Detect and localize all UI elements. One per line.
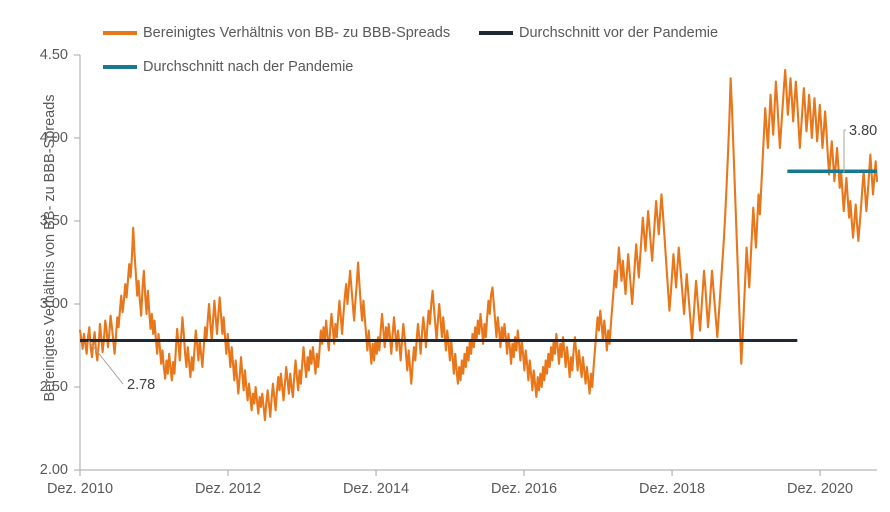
legend-label-post-pandemic-average: Durchschnitt nach der Pandemie — [143, 59, 354, 75]
data-series-adjusted-ratio — [78, 68, 879, 422]
y-tick-label: 3.00 — [39, 296, 68, 312]
x-tick-label: Dez. 2020 — [787, 481, 854, 497]
y-axis-tick-labels: 4.50 4.00 3.50 3.00 2.50 2.00 — [22, 0, 68, 512]
callout-post-pandemic-value: 3.80 — [849, 123, 878, 139]
legend-swatch-adjusted-ratio — [103, 31, 137, 36]
x-tick-label: Dez. 2016 — [490, 481, 558, 497]
x-tick-label: Dez. 2014 — [342, 481, 410, 497]
y-tick-label: 4.50 — [39, 47, 68, 63]
legend-item-adjusted-ratio: Bereinigtes Verhältnis von BB- zu BBB-Sp… — [103, 26, 450, 41]
legend-item-post-pandemic-average: Durchschnitt nach der Pandemie — [103, 60, 353, 75]
callout-leader-post-pandemic — [843, 129, 846, 173]
callout-leader-pre-pandemic — [88, 340, 124, 385]
legend-item-pre-pandemic-average: Durchschnitt vor der Pandemie — [479, 26, 718, 41]
x-tick-label: Dez. 2010 — [46, 481, 114, 497]
x-tick-label: Dez. 2012 — [194, 481, 262, 497]
y-tick-label: 2.00 — [39, 462, 68, 478]
y-tick-label: 2.50 — [39, 379, 68, 395]
y-tick-label: 4.00 — [39, 130, 68, 146]
callout-pre-pandemic-value: 2.78 — [127, 377, 156, 393]
y-tick-label: 3.50 — [39, 213, 68, 229]
legend-swatch-post-pandemic-average — [103, 65, 137, 70]
legend-label-adjusted-ratio: Bereinigtes Verhältnis von BB- zu BBB-Sp… — [143, 25, 451, 41]
chart-legend: Bereinigtes Verhältnis von BB- zu BBB-Sp… — [0, 0, 890, 80]
legend-swatch-pre-pandemic-average — [479, 31, 513, 36]
x-tick-label: Dez. 2018 — [638, 481, 706, 497]
legend-label-pre-pandemic-average: Durchschnitt vor der Pandemie — [519, 25, 719, 41]
